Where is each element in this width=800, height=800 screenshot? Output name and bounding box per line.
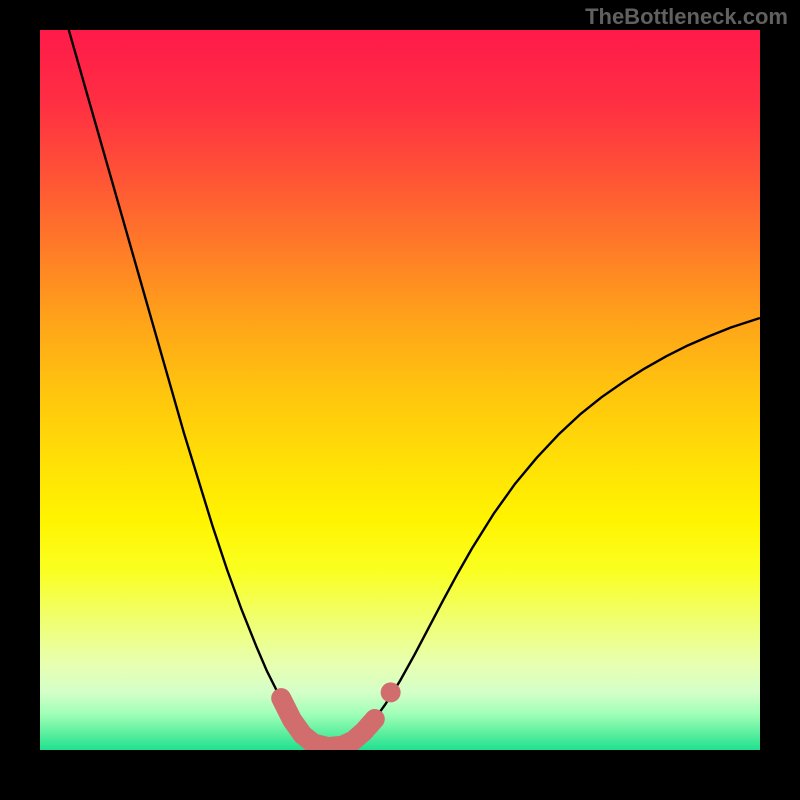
bottleneck-curve-chart bbox=[40, 30, 760, 750]
gradient-background bbox=[40, 30, 760, 750]
highlight-end-dot bbox=[381, 682, 401, 702]
plot-area bbox=[40, 30, 760, 750]
watermark-text: TheBottleneck.com bbox=[585, 4, 788, 30]
chart-container: TheBottleneck.com bbox=[0, 0, 800, 800]
